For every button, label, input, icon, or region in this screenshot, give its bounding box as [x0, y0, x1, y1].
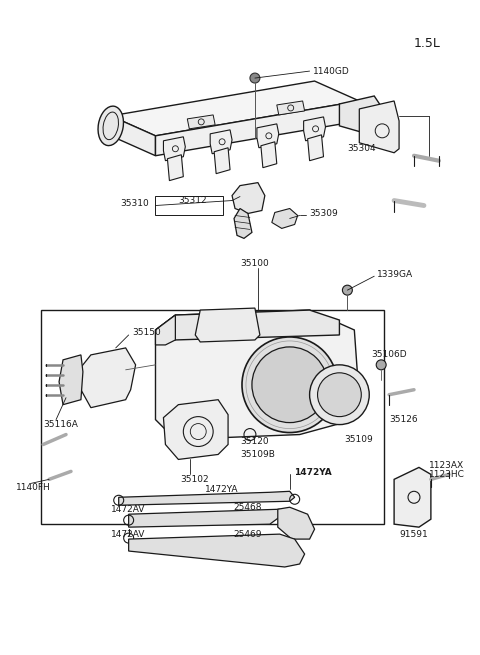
- Polygon shape: [111, 81, 360, 136]
- Polygon shape: [278, 507, 314, 539]
- Text: 35116A: 35116A: [43, 420, 78, 429]
- Text: 35109B: 35109B: [240, 450, 275, 459]
- Circle shape: [342, 285, 352, 295]
- Text: 1472AV: 1472AV: [111, 530, 145, 538]
- Polygon shape: [164, 137, 185, 160]
- Text: 1140GD: 1140GD: [312, 67, 349, 75]
- Polygon shape: [257, 124, 279, 148]
- Text: 91591: 91591: [399, 530, 428, 538]
- Polygon shape: [308, 135, 324, 160]
- Text: 25468: 25468: [233, 503, 262, 512]
- Circle shape: [250, 73, 260, 83]
- Text: 1339GA: 1339GA: [377, 270, 413, 279]
- Text: 35312: 35312: [179, 196, 207, 205]
- Text: 1472AV: 1472AV: [111, 505, 145, 514]
- Polygon shape: [156, 310, 339, 340]
- Polygon shape: [195, 308, 260, 342]
- Polygon shape: [214, 148, 230, 174]
- Polygon shape: [156, 310, 360, 440]
- Text: 1.5L: 1.5L: [414, 37, 441, 50]
- Polygon shape: [168, 155, 183, 181]
- Polygon shape: [339, 96, 384, 136]
- Text: 35120: 35120: [240, 437, 269, 446]
- Circle shape: [318, 373, 361, 417]
- Text: 35304: 35304: [348, 144, 376, 153]
- Text: 1123HC: 1123HC: [429, 470, 465, 479]
- Polygon shape: [277, 101, 305, 115]
- Polygon shape: [232, 183, 265, 214]
- Polygon shape: [261, 141, 277, 168]
- Text: 35109: 35109: [344, 435, 373, 444]
- Polygon shape: [156, 101, 360, 156]
- Polygon shape: [187, 115, 215, 129]
- Polygon shape: [164, 400, 228, 459]
- Polygon shape: [210, 130, 232, 154]
- Polygon shape: [272, 208, 298, 229]
- Text: 35100: 35100: [240, 259, 269, 268]
- Polygon shape: [79, 348, 136, 407]
- Text: 35309: 35309: [310, 209, 338, 218]
- Polygon shape: [304, 117, 325, 141]
- Text: 35106D: 35106D: [371, 350, 407, 360]
- Text: 35150: 35150: [132, 328, 161, 337]
- Polygon shape: [129, 509, 285, 527]
- Polygon shape: [59, 355, 83, 405]
- Polygon shape: [111, 116, 156, 156]
- Polygon shape: [129, 534, 305, 567]
- Text: 25469: 25469: [233, 530, 262, 538]
- Text: 1472YA: 1472YA: [205, 485, 239, 494]
- Polygon shape: [156, 315, 175, 345]
- Circle shape: [252, 347, 327, 422]
- Text: 35310: 35310: [120, 199, 149, 208]
- Ellipse shape: [98, 106, 123, 145]
- Text: 1140FH: 1140FH: [16, 483, 51, 492]
- Bar: [156, 196, 223, 215]
- Polygon shape: [360, 101, 399, 153]
- Text: 35102: 35102: [180, 475, 209, 484]
- Bar: [41, 310, 384, 524]
- Polygon shape: [119, 491, 295, 505]
- Polygon shape: [394, 468, 431, 527]
- Circle shape: [242, 337, 337, 432]
- Circle shape: [376, 360, 386, 370]
- Polygon shape: [234, 208, 252, 238]
- Text: 35126: 35126: [389, 415, 418, 424]
- Text: 1123AX: 1123AX: [429, 461, 464, 470]
- Circle shape: [310, 365, 369, 424]
- Text: 1472YA: 1472YA: [294, 468, 331, 477]
